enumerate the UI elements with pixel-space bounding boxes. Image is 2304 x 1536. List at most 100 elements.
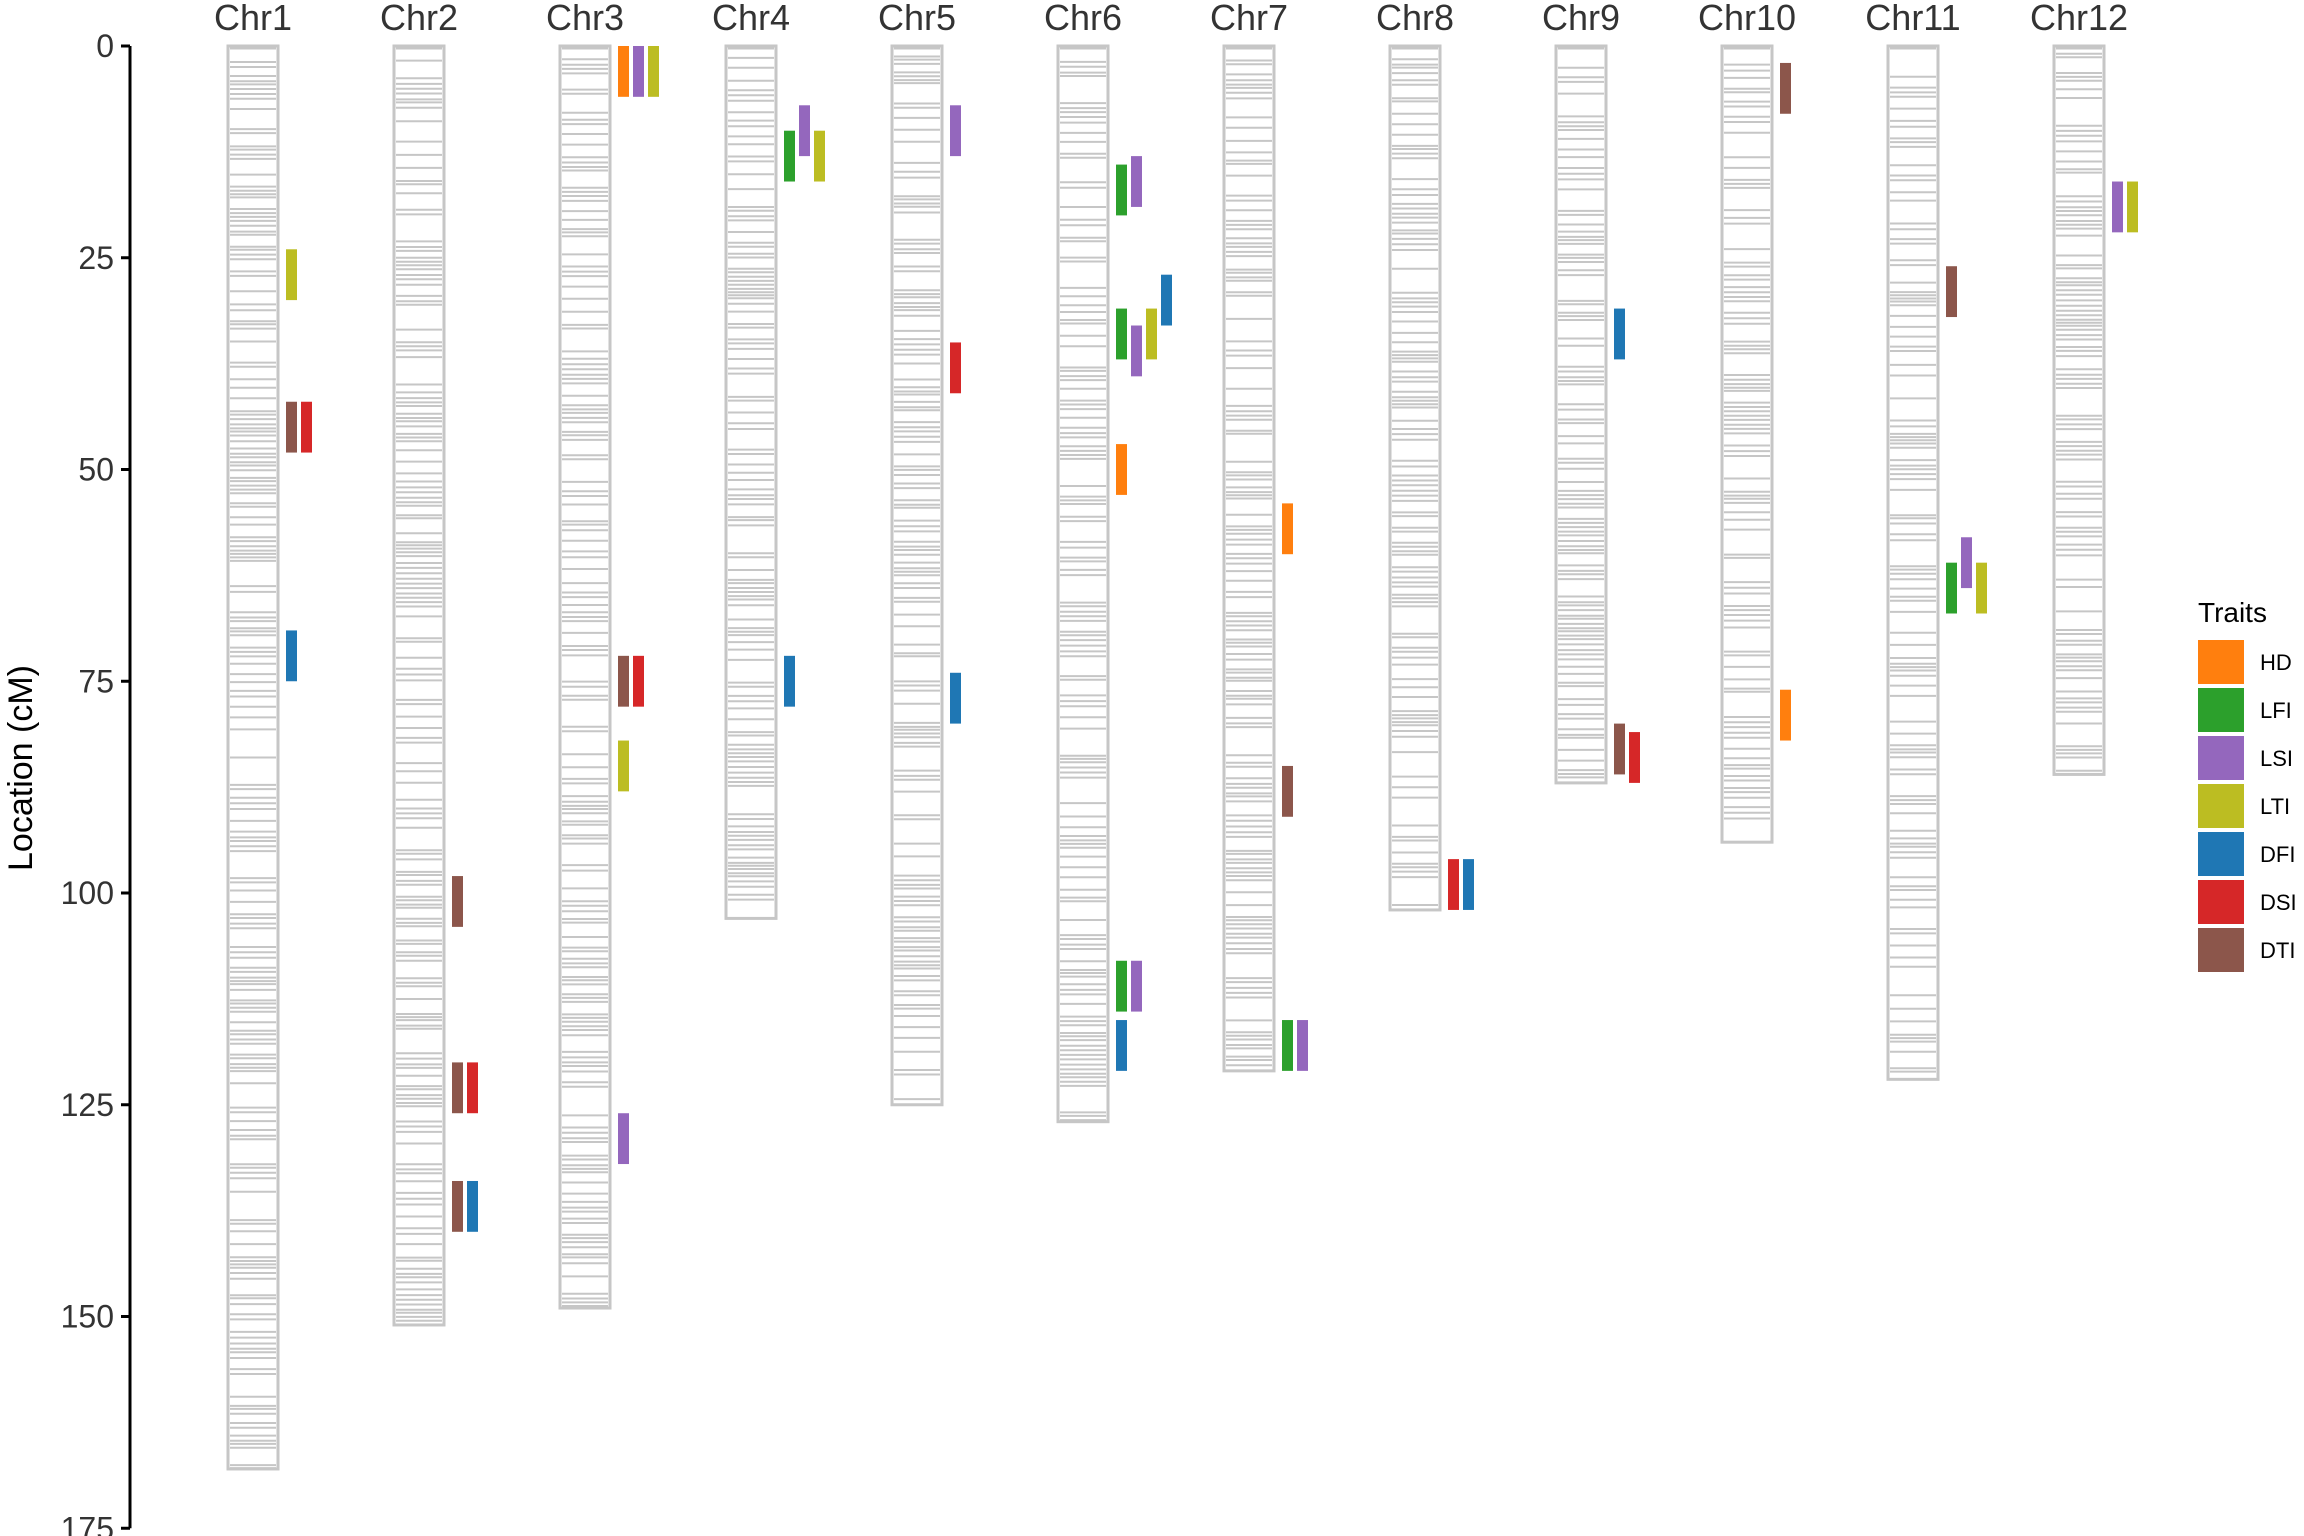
legend-label: LTI — [2260, 794, 2290, 819]
chromosome-label: Chr3 — [546, 0, 624, 38]
qtl-segment — [618, 46, 629, 97]
marker-lines — [1060, 47, 1106, 1122]
qtl-segment — [784, 130, 795, 182]
chromosome-label: Chr11 — [1865, 0, 1960, 38]
marker-lines — [1226, 47, 1272, 1067]
legend-label: DSI — [2260, 890, 2297, 915]
y-tick-label: 25 — [78, 240, 114, 276]
chromosome-bar — [1886, 44, 1940, 1081]
y-tick-label: 50 — [78, 452, 114, 488]
y-tick-label: 150 — [61, 1299, 114, 1335]
qtl-segment — [950, 672, 961, 724]
qtl-segment — [1116, 960, 1127, 1012]
chromosome-label: Chr1 — [214, 0, 292, 38]
legend-label: HD — [2260, 650, 2292, 675]
qtl-segment — [2112, 181, 2123, 233]
qtl-segment — [799, 105, 810, 157]
y-tick-label: 100 — [61, 875, 114, 911]
qtl-segment — [1131, 960, 1142, 1012]
marker-lines — [396, 47, 442, 1326]
chromosome-label: Chr7 — [1210, 0, 1288, 38]
qtl-segment — [1116, 164, 1127, 216]
legend-label: LFI — [2260, 698, 2292, 723]
chromosome-label: Chr4 — [712, 0, 790, 38]
marker-lines — [1558, 47, 1604, 779]
qtl-segment — [814, 130, 825, 182]
y-tick-label: 125 — [61, 1087, 114, 1123]
qtl-segment — [286, 401, 297, 453]
qtl-segment — [452, 1180, 463, 1232]
y-tick-label: 175 — [61, 1510, 114, 1536]
qtl-segment — [1946, 562, 1957, 614]
qtl-segment — [1780, 62, 1791, 114]
legend-swatch — [2198, 736, 2244, 780]
marker-layer — [230, 47, 2102, 1470]
legend-label: LSI — [2260, 746, 2293, 771]
y-tick-label: 0 — [96, 28, 114, 64]
qtl-segment — [1976, 562, 1987, 614]
qtl-segment — [1131, 156, 1142, 207]
marker-lines — [230, 47, 276, 1470]
marker-lines — [2056, 47, 2102, 772]
legend-label: DFI — [2260, 842, 2295, 867]
qtl-segment — [286, 249, 297, 301]
qtl-segment — [1116, 444, 1127, 495]
marker-lines — [1724, 47, 1770, 844]
qtl-segment — [1448, 859, 1459, 910]
qtl-segment — [648, 46, 659, 97]
qtl-segment — [1282, 765, 1293, 817]
legend-swatch — [2198, 880, 2244, 924]
marker-lines — [894, 47, 940, 1101]
legend-swatch — [2198, 640, 2244, 684]
qtl-segment — [1780, 689, 1791, 741]
qtl-segment — [1297, 1020, 1308, 1071]
y-tick-label: 75 — [78, 663, 114, 699]
qtl-segment — [633, 46, 644, 97]
chromosome-label: Chr9 — [1542, 0, 1620, 38]
qtl-segment — [1614, 723, 1625, 775]
chromosome-bar — [558, 44, 612, 1310]
chromosome-bar — [1720, 44, 1774, 844]
chromosome-bar — [1388, 44, 1442, 912]
y-axis: Location (cM) 0 25 50 75 100 125 150 175 — [2, 28, 132, 1536]
chromosome-bar — [392, 44, 446, 1327]
qtl-segment — [1463, 859, 1474, 910]
chromosome-layer: Chr1 Chr2 Chr3 Chr4 Chr5 Chr6 Chr7 Chr8 Chr9 Chr1… — [214, 0, 2128, 1471]
chromosome-label: Chr6 — [1044, 0, 1122, 38]
qtl-segment — [286, 630, 297, 682]
chromosome-bar — [1554, 44, 1608, 785]
chromosome-label: Chr5 — [878, 0, 956, 38]
legend-swatch — [2198, 928, 2244, 972]
qtl-segment — [950, 342, 961, 394]
qtl-segment — [1946, 266, 1957, 318]
legend-swatch — [2198, 832, 2244, 876]
qtl-segment — [1961, 537, 1972, 589]
qtl-segment — [1282, 1020, 1293, 1071]
qtl-layer — [286, 46, 2138, 1232]
qtl-segment — [1614, 308, 1625, 360]
marker-lines — [562, 47, 608, 1307]
qtl-segment — [950, 105, 961, 157]
qtl-segment — [633, 655, 644, 707]
qtl-segment — [1161, 274, 1172, 326]
legend: Traits HD LFI LSI LTI DFI DSI DTI — [2198, 597, 2297, 972]
qtl-segment — [467, 1062, 478, 1114]
chromosome-bar — [2052, 44, 2106, 776]
legend-title: Traits — [2198, 597, 2267, 628]
qtl-segment — [1629, 732, 1640, 783]
y-axis-title: Location (cM) — [2, 665, 40, 871]
chromosome-label: Chr12 — [2030, 0, 2128, 38]
qtl-segment — [301, 401, 312, 453]
chromosome-bar — [1222, 44, 1276, 1073]
legend-swatch — [2198, 784, 2244, 828]
chromosome-bar — [1056, 44, 1110, 1124]
marker-lines — [1392, 47, 1438, 906]
qtl-segment — [618, 740, 629, 792]
chromosome-label: Chr10 — [1698, 0, 1796, 38]
chromosome-label: Chr8 — [1376, 0, 1454, 38]
qtl-segment — [467, 1180, 478, 1232]
chromosome-bar — [724, 44, 778, 920]
marker-lines — [728, 47, 774, 901]
